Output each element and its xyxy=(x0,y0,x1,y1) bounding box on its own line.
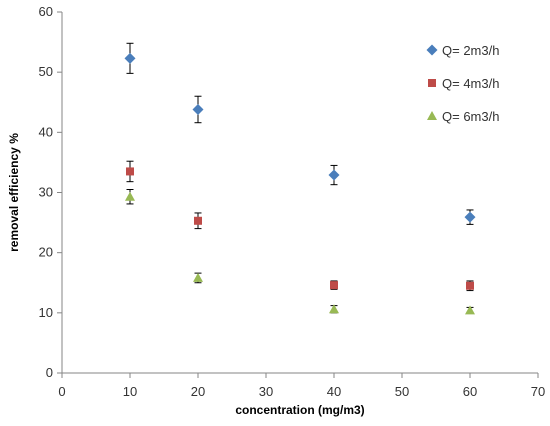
x-tick-label: 50 xyxy=(395,384,409,399)
x-axis-title: concentration (mg/m3) xyxy=(235,403,364,417)
y-tick-label: 10 xyxy=(39,305,53,320)
data-point xyxy=(126,167,134,176)
legend-marker-2 xyxy=(428,79,436,87)
data-point xyxy=(330,281,338,290)
legend-marker-3 xyxy=(427,111,437,120)
series-3 xyxy=(125,188,475,315)
x-tick-label: 60 xyxy=(463,384,477,399)
y-tick-label: 60 xyxy=(39,4,53,19)
legend: Q= 2m3/h Q= 4m3/h Q= 6m3/h xyxy=(426,43,499,124)
x-tick-label: 70 xyxy=(531,384,545,399)
x-tick-label: 20 xyxy=(191,384,205,399)
data-point xyxy=(465,305,475,315)
y-tick-label: 50 xyxy=(39,64,53,79)
x-tick-label: 40 xyxy=(327,384,341,399)
series-2 xyxy=(126,160,474,292)
y-tick-label: 0 xyxy=(46,365,53,380)
data-point xyxy=(125,191,135,201)
y-tick-label: 20 xyxy=(39,245,53,260)
legend-marker-1 xyxy=(426,44,438,56)
x-tick-label: 0 xyxy=(58,384,65,399)
series-1 xyxy=(124,42,476,225)
y-tick-label: 30 xyxy=(39,185,53,200)
data-point xyxy=(194,216,202,225)
x-tick-label: 30 xyxy=(259,384,273,399)
x-tick-label: 10 xyxy=(123,384,137,399)
data-point xyxy=(328,169,340,181)
plot-area xyxy=(124,42,476,315)
data-point xyxy=(464,211,476,223)
data-point xyxy=(192,103,204,115)
legend-label-3: Q= 6m3/h xyxy=(442,109,499,124)
y-tick-label: 40 xyxy=(39,124,53,139)
data-point xyxy=(329,304,339,314)
data-point xyxy=(466,281,474,290)
legend-label-2: Q= 4m3/h xyxy=(442,76,499,91)
legend-label-1: Q= 2m3/h xyxy=(442,43,499,58)
data-point xyxy=(124,52,136,64)
y-axis-title: removal efficiency % xyxy=(7,133,21,252)
data-point xyxy=(193,272,203,282)
axes: 0 10 20 30 40 50 60 0 10 20 30 40 50 60 70 xyxy=(39,4,546,399)
